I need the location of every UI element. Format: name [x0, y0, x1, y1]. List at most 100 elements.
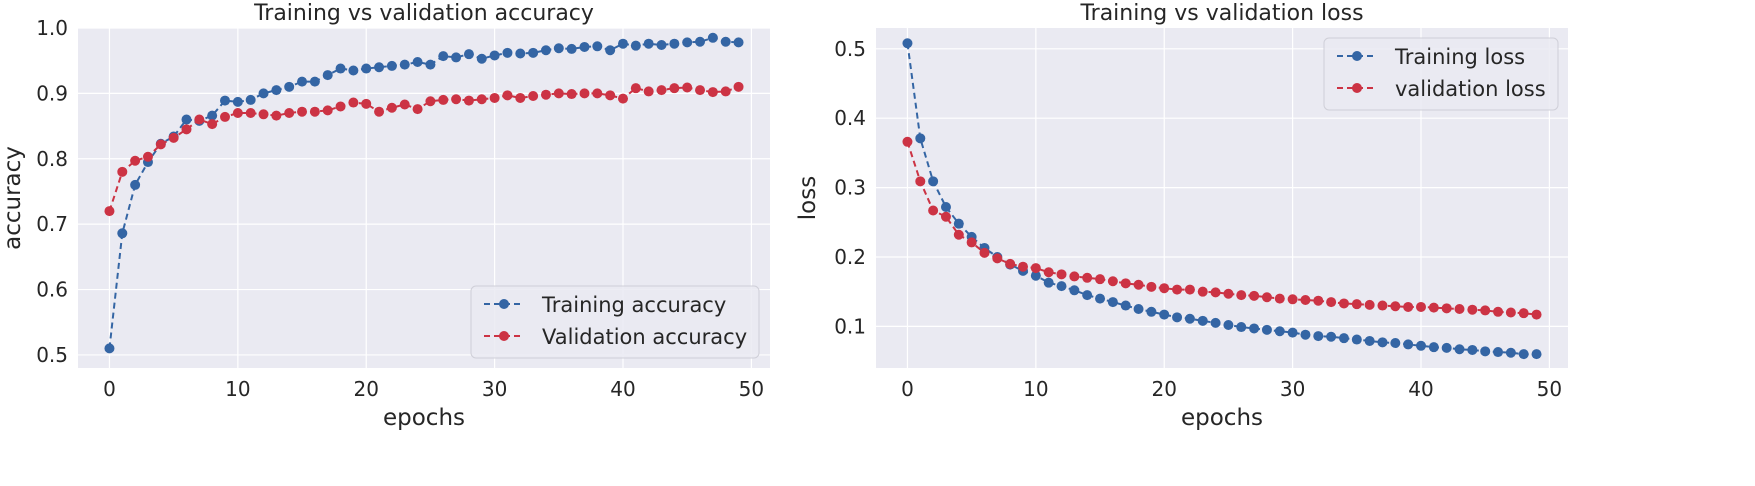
training-loss-point [1338, 333, 1349, 344]
training-accuracy-point [245, 94, 256, 105]
loss-x-tick-label: 30 [1280, 377, 1305, 401]
validation-accuracy-point [207, 119, 218, 130]
training-loss-point [1107, 297, 1118, 308]
validation-accuracy-point [579, 88, 590, 99]
training-accuracy-point [502, 47, 513, 58]
training-loss-point [1313, 331, 1324, 342]
validation-loss-point [953, 229, 964, 240]
legend-training-accuracy-marker [499, 299, 509, 309]
training-accuracy-point [348, 65, 359, 76]
accuracy-x-tick-label: 0 [103, 377, 116, 401]
loss-y-axis-label: loss [795, 176, 821, 220]
validation-loss-point [1287, 294, 1298, 305]
validation-accuracy-point [643, 86, 654, 97]
loss-x-ticks: 0 10 20 30 40 50 [901, 377, 1562, 401]
training-loss-point [902, 38, 913, 49]
legend-training-loss-label: Training loss [1394, 45, 1525, 69]
validation-accuracy-point [682, 82, 693, 93]
validation-accuracy-point [566, 89, 577, 100]
validation-accuracy-point [335, 101, 346, 112]
loss-x-tick-label: 10 [1023, 377, 1048, 401]
validation-accuracy-point [695, 85, 706, 96]
validation-loss-point [928, 205, 939, 216]
validation-accuracy-point [181, 124, 192, 135]
training-loss-point [1428, 342, 1439, 353]
accuracy-y-axis-label: accuracy [0, 146, 26, 250]
training-accuracy-point [104, 343, 115, 354]
training-accuracy-point [335, 63, 346, 74]
validation-loss-point [915, 176, 926, 187]
loss-y-tick-label: 0.2 [834, 245, 866, 269]
validation-loss-point [979, 247, 990, 258]
validation-loss-point [1390, 301, 1401, 312]
validation-loss-point [1518, 308, 1529, 319]
training-accuracy-point [669, 38, 680, 49]
validation-accuracy-point [374, 106, 385, 117]
training-loss-point [1197, 315, 1208, 326]
training-loss-point [1133, 304, 1144, 315]
accuracy-y-tick-label: 1.0 [36, 16, 68, 40]
training-accuracy-point [682, 37, 693, 48]
loss-series [902, 38, 1542, 360]
validation-loss-point [1030, 263, 1041, 274]
training-loss-point [1364, 335, 1375, 346]
validation-loss-point [1184, 284, 1195, 295]
loss-x-tick-label: 0 [901, 377, 914, 401]
training-accuracy-point [553, 43, 564, 54]
accuracy-legend-box [470, 285, 760, 359]
training-loss-point [915, 133, 926, 144]
accuracy-x-axis-label: epochs [383, 405, 465, 431]
validation-loss-point [1159, 283, 1170, 294]
validation-accuracy-point [630, 83, 641, 94]
validation-loss-point [1069, 271, 1080, 282]
training-accuracy-point [412, 57, 423, 67]
validation-loss-point [1467, 304, 1478, 315]
validation-accuracy-point [399, 99, 410, 110]
training-loss-point [1467, 344, 1478, 355]
legend-validation-loss-label: validation loss [1395, 77, 1546, 101]
training-loss-point [1249, 323, 1260, 334]
training-loss-point [1223, 319, 1234, 330]
training-accuracy-point [707, 32, 718, 43]
validation-accuracy-point [386, 102, 397, 113]
validation-accuracy-point [232, 108, 243, 118]
validation-loss-point [1351, 299, 1362, 310]
training-accuracy-point [540, 45, 551, 56]
validation-loss-point [1056, 269, 1067, 280]
validation-loss-point [1133, 279, 1144, 290]
loss-y-tick-label: 0.1 [834, 314, 866, 338]
training-accuracy-point [617, 38, 628, 49]
training-accuracy-point [322, 70, 333, 81]
validation-loss-point [1043, 267, 1054, 278]
validation-accuracy-point [168, 132, 179, 143]
training-loss-point [1531, 349, 1542, 360]
validation-loss-point [1441, 303, 1452, 314]
validation-accuracy-point [194, 114, 205, 125]
validation-accuracy-point [309, 106, 320, 117]
validation-loss-point [1210, 287, 1221, 298]
validation-loss-point [1082, 272, 1093, 283]
training-loss-point [1082, 290, 1093, 301]
validation-loss-point [1428, 302, 1439, 313]
accuracy-legend: Training accuracy Validation accuracy [470, 285, 760, 359]
validation-accuracy-point [348, 97, 359, 108]
validation-accuracy-point [451, 94, 462, 105]
training-loss-point [1274, 326, 1285, 337]
training-accuracy-point [386, 60, 397, 71]
training-accuracy-point [579, 41, 590, 52]
validation-accuracy-point [155, 139, 166, 150]
training-accuracy-point [361, 63, 372, 74]
training-accuracy-point [733, 37, 744, 48]
validation-loss-point [992, 253, 1003, 264]
legend-training-accuracy-label: Training accuracy [541, 293, 726, 317]
validation-loss-point [1120, 278, 1131, 289]
accuracy-x-tick-label: 40 [610, 377, 635, 401]
validation-accuracy-point [220, 111, 231, 122]
validation-loss-point [1107, 276, 1118, 287]
validation-accuracy-point [245, 108, 256, 118]
validation-accuracy-point [463, 95, 474, 106]
validation-accuracy-point [540, 89, 551, 100]
training-loss-point [1287, 327, 1298, 338]
validation-loss-point [1274, 293, 1285, 304]
training-accuracy-point [117, 228, 128, 239]
